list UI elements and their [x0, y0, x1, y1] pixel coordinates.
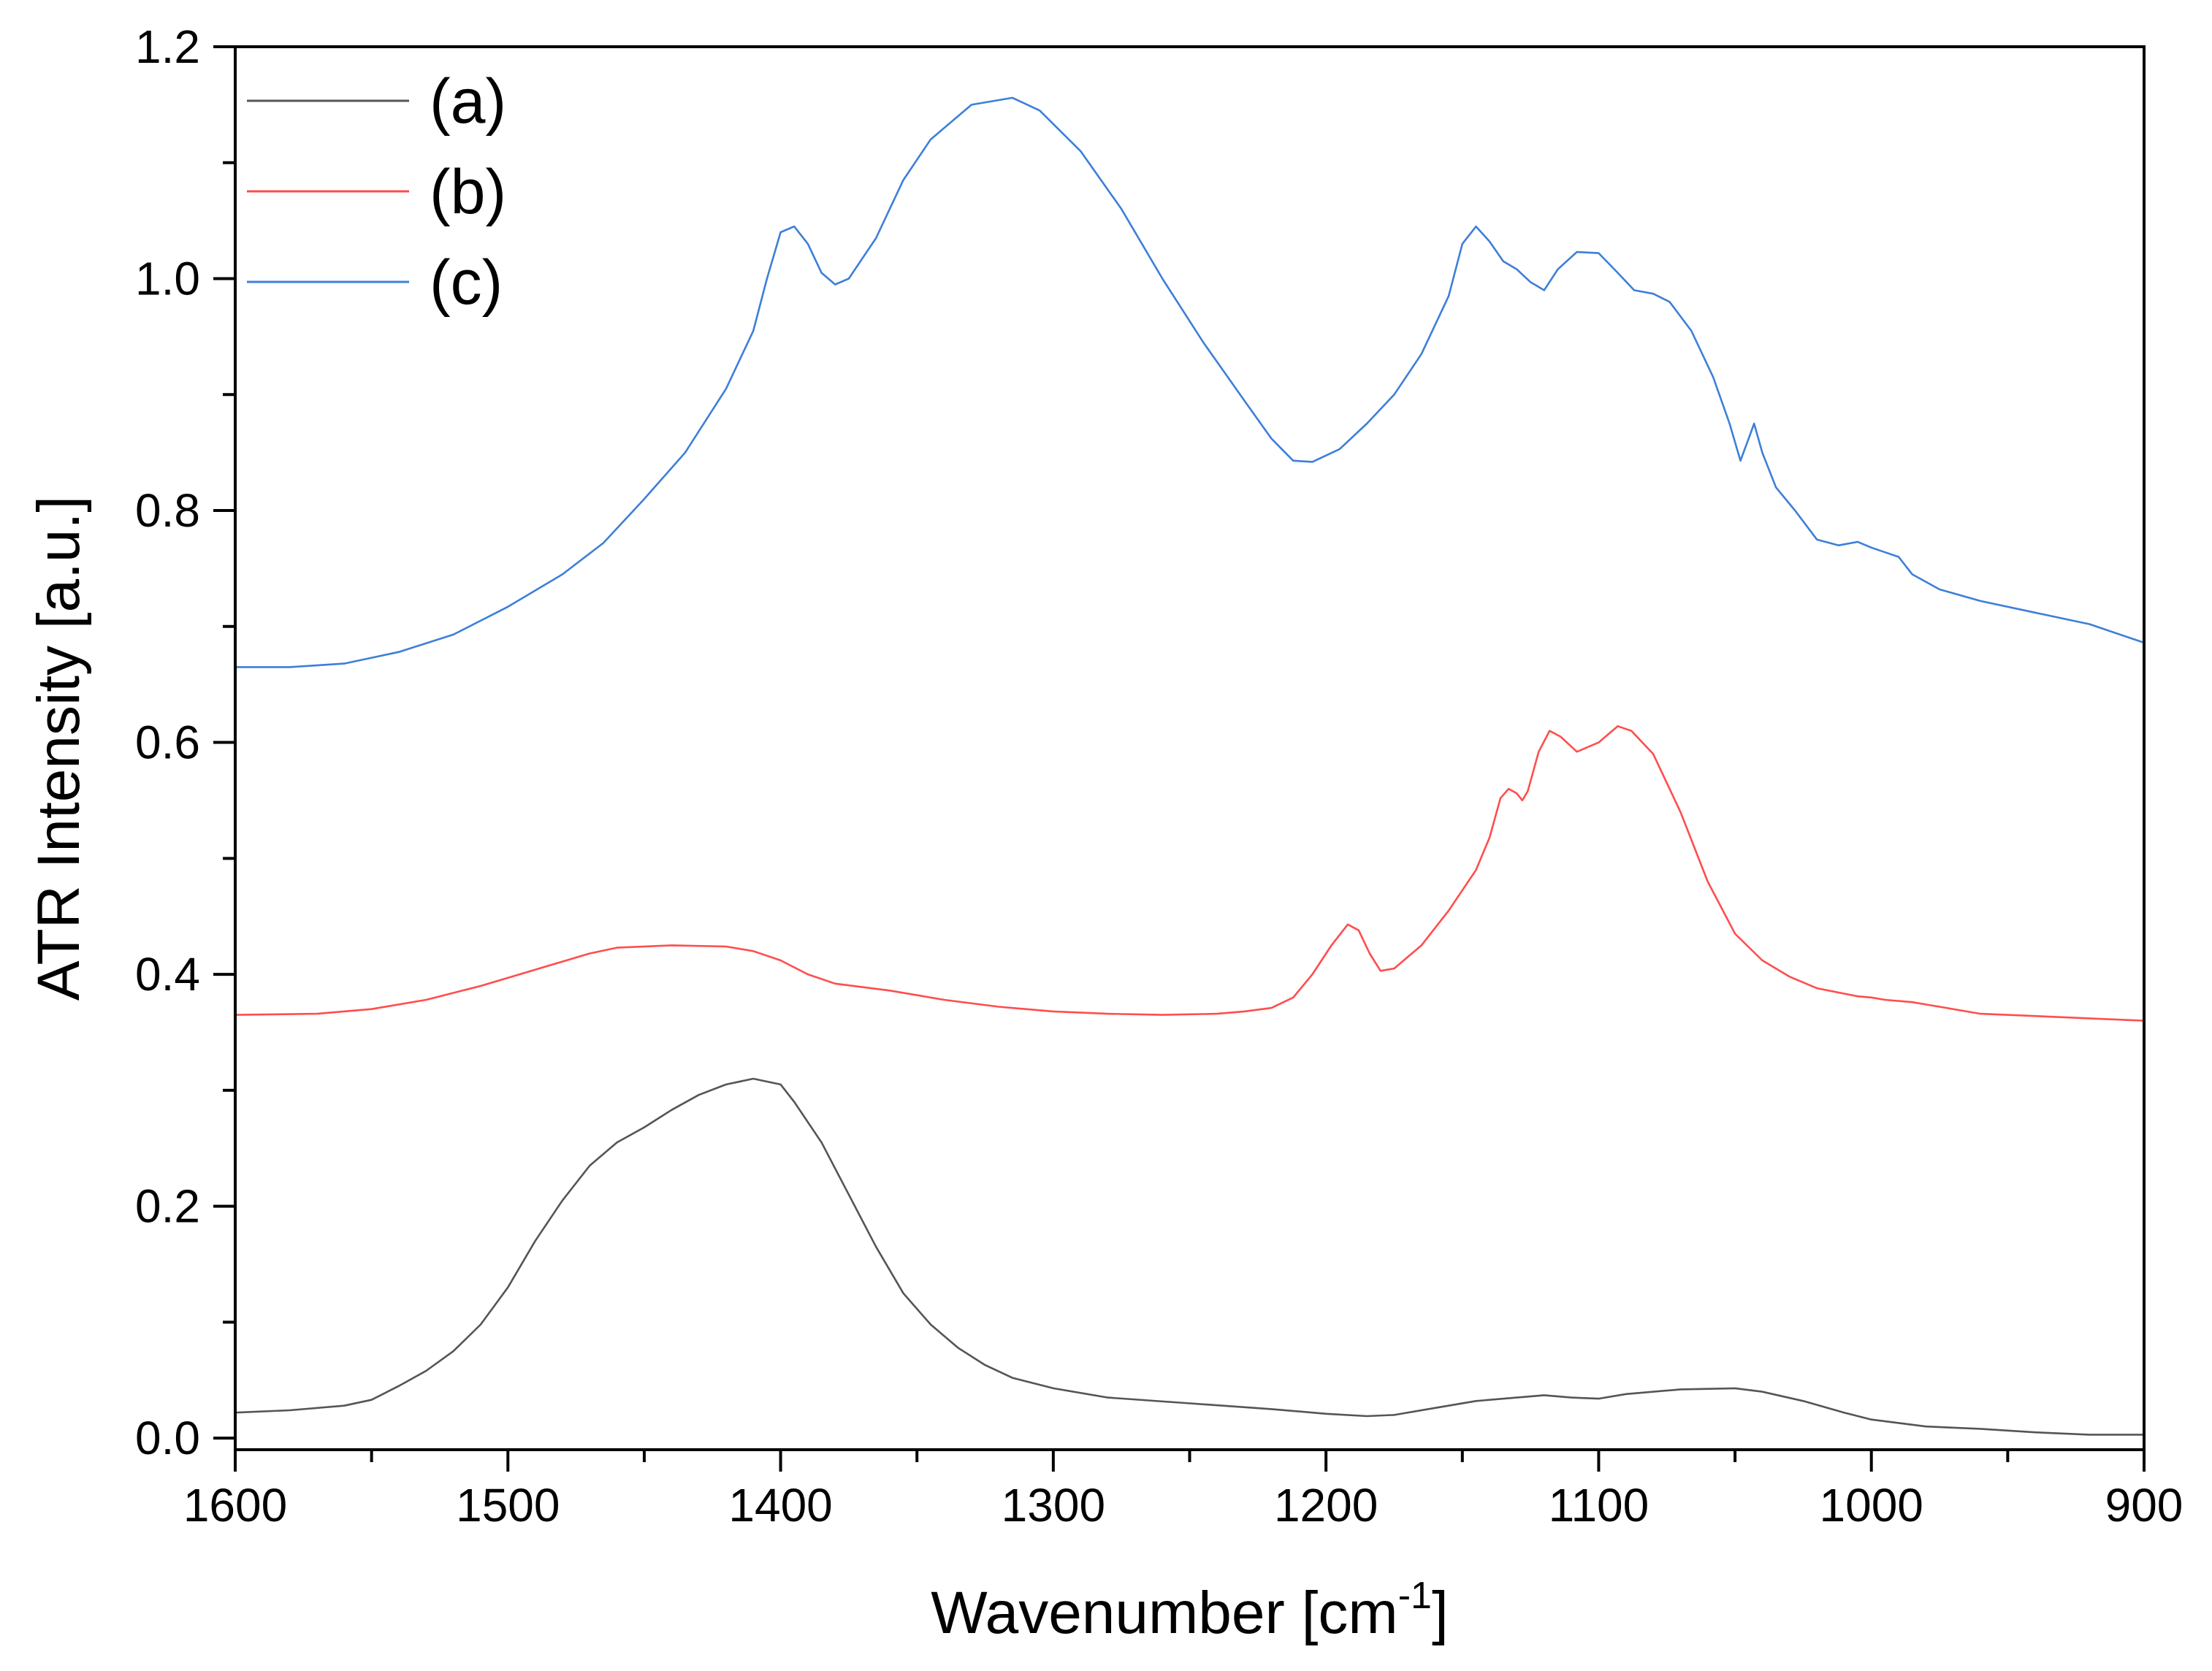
x-tick-label: 1300 — [1002, 1479, 1105, 1532]
x-tick-label: 1500 — [456, 1479, 560, 1532]
tick-marks — [213, 45, 2146, 1472]
x-tick-label: 1200 — [1274, 1479, 1378, 1532]
x-axis-title: Wavenumber [cm-1] — [931, 1575, 1449, 1646]
y-tick-label: 0.2 — [135, 1180, 200, 1233]
y-tick-label: 1.0 — [135, 253, 200, 305]
x-tick-label: 1000 — [1820, 1479, 1923, 1532]
legend-label: (b) — [430, 157, 506, 227]
series-line-1 — [234, 725, 2146, 1022]
y-tick-label: 1.2 — [135, 20, 200, 73]
x-axis-title-superscript: -1 — [1398, 1575, 1432, 1617]
y-tick-label: 0.4 — [135, 948, 200, 1001]
x-axis-title-end: ] — [1432, 1580, 1449, 1646]
y-tick-label: 0.6 — [135, 716, 200, 769]
x-tick-label: 1400 — [728, 1479, 832, 1532]
x-tick-labels: 1600 1500 1400 1300 1200 1100 1000 900 — [183, 1479, 2184, 1532]
y-axis-title: ATR Intensity [a.u.] — [26, 496, 92, 1001]
series-lines — [234, 96, 2146, 1436]
x-tick-label: 900 — [2105, 1479, 2184, 1532]
legend: (a) (b) (c) — [247, 66, 506, 318]
legend-label: (c) — [430, 248, 503, 318]
y-tick-labels: 0.0 0.2 0.4 0.6 0.8 1.0 1.2 — [135, 20, 200, 1464]
y-tick-label: 0.0 — [135, 1412, 200, 1464]
x-axis-title-main: Wavenumber [cm — [931, 1580, 1397, 1646]
x-tick-label: 1600 — [183, 1479, 287, 1532]
y-tick-label: 0.8 — [135, 484, 200, 537]
series-line-2 — [234, 96, 2146, 668]
plot-frame — [234, 45, 2146, 1451]
series-line-0 — [234, 1077, 2146, 1436]
x-tick-label: 1100 — [1549, 1479, 1650, 1532]
legend-label: (a) — [430, 66, 506, 137]
